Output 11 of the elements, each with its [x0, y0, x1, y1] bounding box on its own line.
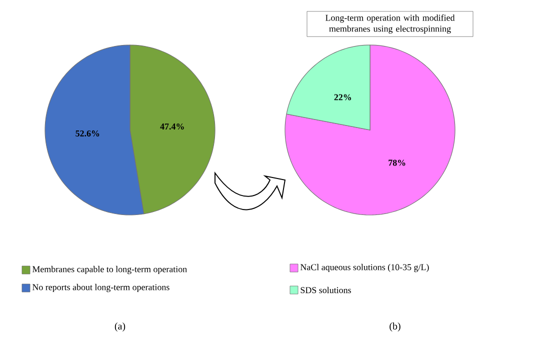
- text: (a): [114, 322, 126, 332]
- legend-label: Membranes capable to long-term operation: [32, 266, 187, 274]
- legend-label: No reports about long-term operations: [32, 284, 170, 292]
- legend-label: SDS solutions: [300, 286, 351, 294]
- data-label: 78%: [388, 160, 406, 166]
- data-label: 52.6%: [76, 130, 100, 137]
- chart-title: Long-term operation with modified membranes using electrospinning: [326, 14, 455, 34]
- data-label: 22%: [334, 94, 352, 100]
- text: (b): [390, 322, 400, 332]
- data-label: 47.4%: [160, 123, 184, 130]
- legend-label: NaCl aqueous solutions (10-35 g/L): [300, 264, 429, 272]
